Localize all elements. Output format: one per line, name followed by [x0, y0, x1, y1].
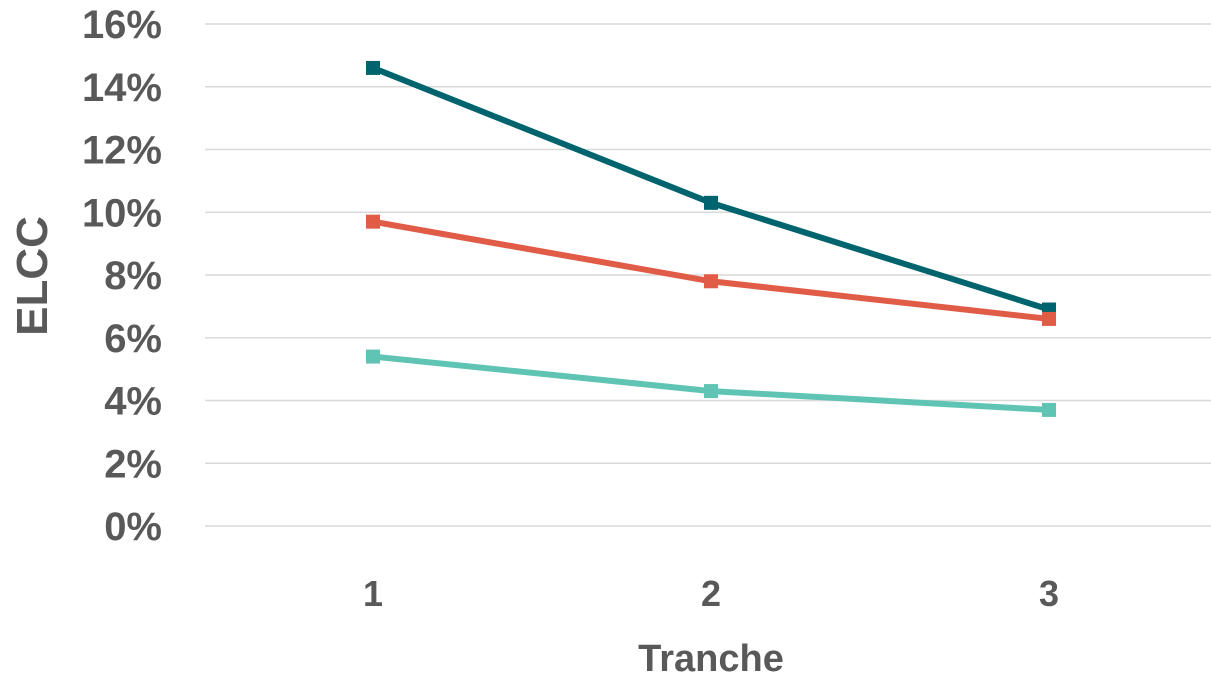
y-tick-label: 0% [104, 505, 162, 549]
x-tick-label: 2 [701, 573, 721, 614]
series-2-marker [366, 214, 380, 229]
x-axis-ticks: 1 2 3 [363, 573, 1059, 614]
series-group [366, 60, 1056, 417]
y-tick-label: 8% [104, 254, 162, 298]
series-1-marker [366, 60, 380, 75]
series-line-3 [372, 353, 1050, 413]
y-tick-label: 14% [82, 66, 162, 110]
x-tick-label: 1 [363, 573, 383, 614]
y-axis-title: ELCC [8, 216, 57, 336]
series-line-2 [372, 218, 1050, 322]
y-tick-label: 12% [82, 129, 162, 173]
x-tick-label: 3 [1039, 573, 1059, 614]
y-tick-label: 4% [104, 380, 162, 424]
series-2-marker [704, 274, 718, 289]
series-1-marker [704, 195, 718, 210]
x-axis-title: Tranche [638, 638, 784, 678]
y-tick-label: 6% [104, 317, 162, 361]
series-3-marker [704, 384, 718, 399]
series-2-marker [1042, 311, 1056, 326]
y-tick-label: 16% [82, 3, 162, 47]
y-tick-label: 10% [82, 191, 162, 235]
y-tick-label: 2% [104, 442, 162, 486]
series-3-marker [366, 349, 380, 364]
y-axis-ticks: 0% 2% 4% 6% 8% 10% 12% 14% 16% [82, 3, 162, 549]
series-3-marker [1042, 402, 1056, 417]
series-line-1 [371, 65, 1050, 313]
